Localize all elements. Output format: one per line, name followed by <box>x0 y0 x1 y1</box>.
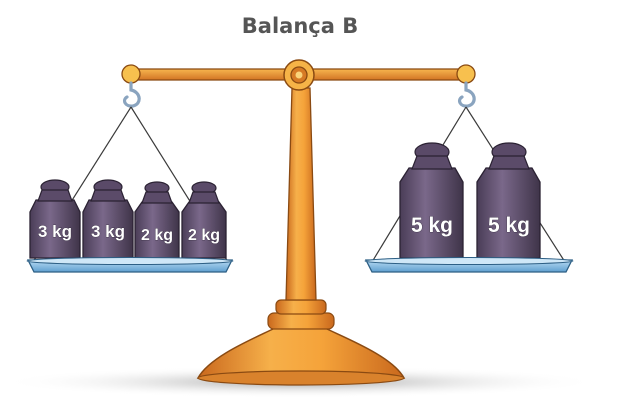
left-weights: 3 kg 3 kg 2 kg 2 kg <box>29 179 227 259</box>
weight-label: 2 kg <box>141 227 173 244</box>
right-hook <box>457 81 476 108</box>
left-pan <box>26 257 234 273</box>
scale-column <box>285 87 317 301</box>
weight-label: 3 kg <box>91 222 125 241</box>
weight-label: 2 kg <box>188 227 220 244</box>
weight-2kg: 2 kg <box>181 181 227 259</box>
scale-title: Balança B <box>241 14 359 38</box>
weight-3kg: 3 kg <box>82 179 134 259</box>
scale-beam <box>121 59 476 91</box>
weight-label: 5 kg <box>411 214 453 237</box>
weight-3kg: 3 kg <box>29 179 81 259</box>
weight-2kg: 2 kg <box>134 181 180 259</box>
scale-base <box>196 299 406 386</box>
left-hook <box>122 81 141 108</box>
right-pan <box>364 257 574 273</box>
weight-label: 3 kg <box>38 222 72 241</box>
weight-label: 5 kg <box>488 214 530 237</box>
weight-5kg: 5 kg <box>399 142 464 259</box>
right-weights: 5 kg 5 kg <box>399 142 541 259</box>
weight-5kg: 5 kg <box>476 142 541 259</box>
